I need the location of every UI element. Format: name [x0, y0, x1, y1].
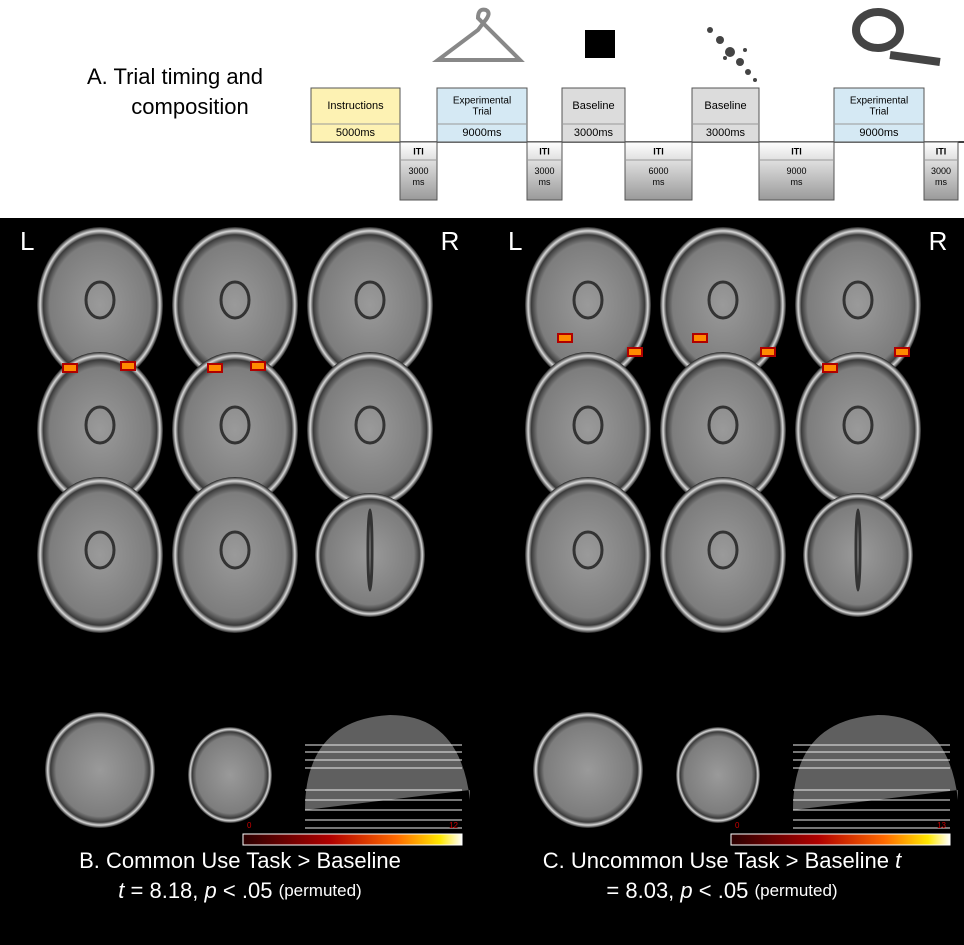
activation-blob [895, 348, 909, 356]
axial-slice [525, 477, 651, 633]
task-duration: 9000ms [859, 127, 899, 139]
colorbar [243, 834, 462, 845]
colorbar [731, 834, 950, 845]
axial-slice [37, 477, 163, 633]
activation-blob [628, 348, 642, 356]
activation-blob [121, 362, 135, 370]
caption-part: B. Common Use Task > Baseline [79, 848, 401, 873]
hemisphere-label: L [20, 226, 34, 256]
iti-label: ITI [791, 146, 802, 156]
panel-caption: B. Common Use Task > Baseline [79, 848, 401, 873]
colorbar-max: 13 [937, 821, 946, 830]
colorbar-min: 0 [735, 821, 740, 830]
activation-blob [558, 334, 572, 342]
caption-part: p [679, 878, 692, 903]
hemisphere-label: L [508, 226, 522, 256]
activation-blob [761, 348, 775, 356]
axial-slice [795, 352, 921, 508]
hemisphere-label: R [441, 226, 460, 256]
caption-part: (permuted) [754, 881, 837, 900]
caption-part: C. Uncommon Use Task > Baseline [543, 848, 895, 873]
iti-label: ITI [936, 146, 947, 156]
colorbar-min: 0 [247, 821, 252, 830]
activation-blob [823, 364, 837, 372]
panel-a-title: A. Trial timing and [87, 64, 263, 89]
task-duration: 3000ms [706, 127, 746, 139]
axial-slice [533, 712, 643, 828]
iti-label: ITI [653, 146, 664, 156]
axial-slice [307, 352, 433, 508]
panel-caption: t = 8.18, p < .05 (permuted) [118, 878, 361, 903]
caption-part: t [895, 848, 902, 873]
stimulus-square [585, 30, 615, 58]
activation-blob [251, 362, 265, 370]
iti-label: ITI [413, 146, 424, 156]
caption-part: p [204, 878, 217, 903]
task-label: Instructions [327, 100, 384, 112]
iti-label: ITI [539, 146, 550, 156]
task-duration: 3000ms [574, 127, 614, 139]
hemisphere-label: R [929, 226, 948, 256]
caption-part: = 8.18, [124, 878, 204, 903]
activation-blob [63, 364, 77, 372]
task-duration: 5000ms [336, 127, 376, 139]
colorbar-max: 12 [449, 821, 458, 830]
axial-slice [676, 727, 760, 823]
figure: A. Trial timing and composition Instruct… [0, 0, 964, 945]
caption-part: = 8.03, [606, 878, 680, 903]
activation-blob [693, 334, 707, 342]
axial-slice [172, 477, 298, 633]
panel-caption: C. Uncommon Use Task > Baseline t [543, 848, 902, 873]
activation-blob [208, 364, 222, 372]
task-label: Baseline [704, 100, 746, 112]
panel-caption: = 8.03, p < .05 (permuted) [606, 878, 837, 903]
caption-part: < .05 [693, 878, 755, 903]
axial-slice [45, 712, 155, 828]
axial-slice [188, 727, 272, 823]
axial-slice [660, 477, 786, 633]
caption-part: (permuted) [279, 881, 362, 900]
task-label: Baseline [572, 100, 614, 112]
task-duration: 9000ms [462, 127, 502, 139]
caption-part: < .05 [217, 878, 279, 903]
panel-a-title: composition [131, 94, 248, 119]
